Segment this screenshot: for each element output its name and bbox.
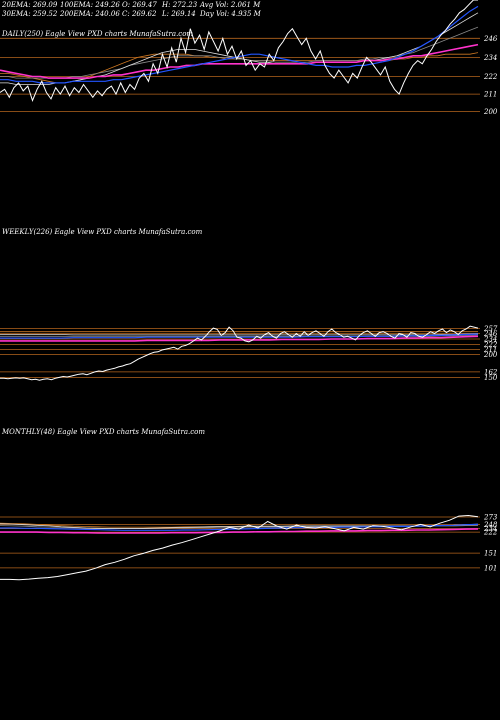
monthly-tick-label: 234 — [483, 525, 497, 533]
stat-close: C: 269.62 — [122, 10, 157, 18]
monthly-tick-label: 101 — [484, 564, 497, 572]
daily-tick-labels: 246 234 222 211 200 — [483, 35, 498, 116]
weekly-tick-label: 257 — [483, 325, 498, 333]
weekly-tick-label: 222 — [483, 341, 498, 349]
monthly-tick-label: 248 — [483, 521, 498, 529]
daily-ema-lines — [0, 5, 479, 85]
daily-ema-white-line — [0, 12, 479, 85]
header-stats: 20EMA: 269.09 100EMA: 249.26 O: 269.47 H… — [1, 1, 262, 18]
monthly-panel: MONTHLY(48) Eagle View PXD charts Munafa… — [0, 428, 498, 581]
stat-open: O: 269.47 — [122, 1, 157, 9]
daily-ema-blue-line — [0, 5, 479, 84]
stat-100ema: 100EMA: 249.26 — [60, 1, 120, 9]
daily-tick-label: 200 — [483, 108, 498, 116]
daily-tick-label: 234 — [483, 54, 497, 62]
weekly-panel: WEEKLY(226) Eagle View PXD charts Munafa… — [0, 228, 498, 382]
monthly-ema-magenta-line — [0, 528, 479, 534]
daily-panel: DAILY(250) Eagle View PXD charts MunafaS… — [0, 0, 498, 116]
weekly-tick-label: 246 — [483, 330, 498, 338]
weekly-tick-label: 150 — [484, 374, 498, 382]
stat-20ema: 20EMA: 269.09 — [1, 1, 58, 9]
monthly-tick-label: 151 — [484, 550, 497, 558]
stat-30ema: 30EMA: 259.52 — [2, 10, 58, 18]
stat-200ema: 200EMA: 240.06 — [59, 10, 120, 18]
monthly-tick-label: 273 — [483, 514, 498, 522]
daily-ema-magenta-line — [0, 43, 479, 79]
daily-price-line — [0, 0, 478, 102]
weekly-price-series — [0, 325, 479, 381]
monthly-panel-label: MONTHLY(48) Eagle View PXD charts Munafa… — [1, 428, 205, 436]
weekly-ema-magenta-line — [0, 335, 479, 342]
weekly-tick-label: 200 — [483, 351, 498, 359]
weekly-tick-label: 211 — [483, 346, 497, 354]
weekly-price-line — [0, 325, 479, 381]
daily-panel-label: DAILY(250) Eagle View PXD charts MunafaS… — [1, 30, 193, 38]
stat-day-vol: Day Vol: 4.935 M — [199, 10, 262, 18]
monthly-price-series — [0, 514, 479, 581]
daily-tick-label: 222 — [483, 73, 498, 81]
weekly-tick-label: 162 — [484, 368, 498, 376]
stat-high: H: 272.23 — [161, 1, 198, 9]
weekly-panel-label: WEEKLY(226) Eagle View PXD charts Munafa… — [2, 228, 203, 236]
daily-tick-label: 211 — [483, 91, 497, 99]
daily-price-series — [0, 0, 478, 102]
monthly-price-line — [0, 514, 479, 581]
weekly-tick-label: 234 — [483, 336, 497, 344]
monthly-tick-label: 222 — [483, 529, 498, 537]
daily-tick-label: 246 — [483, 35, 498, 43]
stat-avg-vol: Avg Vol: 2.061 M — [199, 1, 261, 9]
stat-low: L: 269.14 — [161, 10, 196, 18]
